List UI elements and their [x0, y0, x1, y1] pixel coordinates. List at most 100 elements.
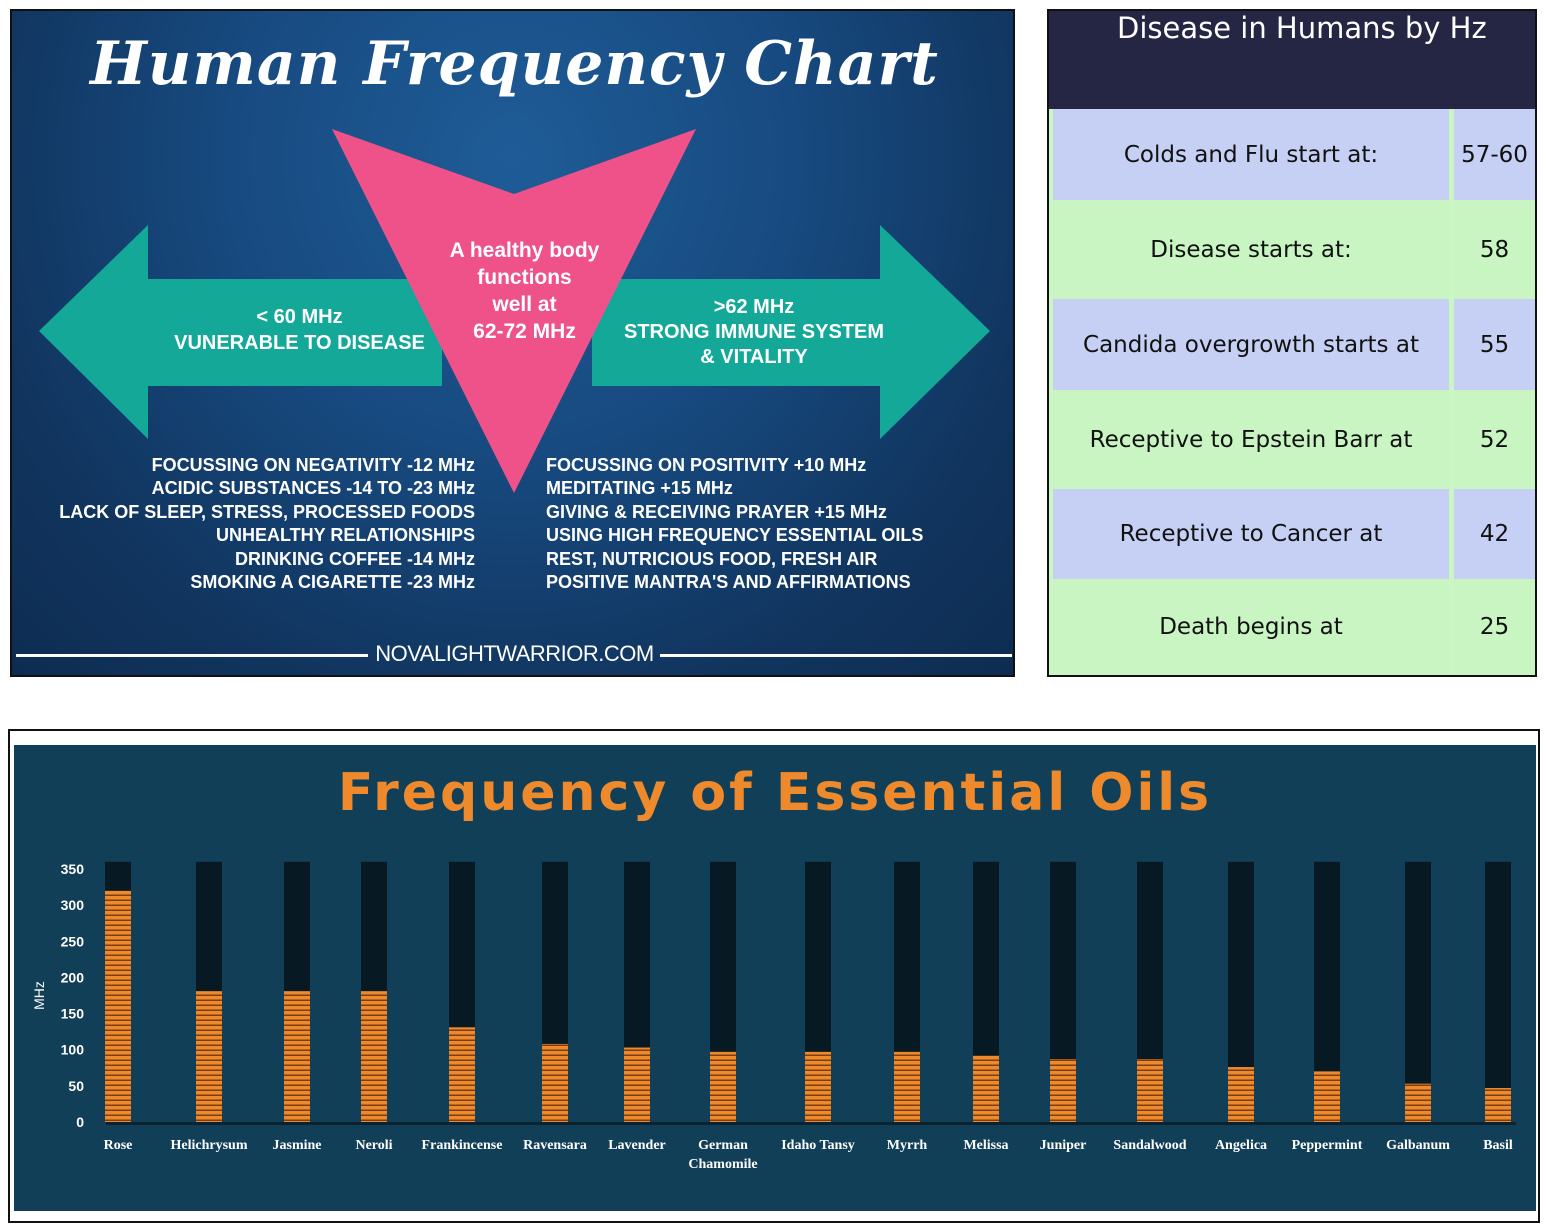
table-row: Death begins at 25 [1053, 579, 1535, 675]
healthy-line-3: well at [492, 293, 557, 316]
y-axis-label: MHz [31, 981, 47, 1010]
negative-item: DRINKING COFFEE -14 MHz [234, 548, 475, 569]
row-label: Receptive to Cancer at [1053, 489, 1449, 579]
strong-line-2: STRONG IMMUNE SYSTEM [623, 321, 884, 343]
negative-item: LACK OF SLEEP, STRESS, PROCESSED FOODS [59, 501, 475, 522]
essential-oils-title: Frequency of Essential Oils [337, 763, 1213, 823]
category-label: Basil [1483, 1138, 1513, 1153]
vulnerable-line-1: < 60 MHz [256, 306, 343, 328]
disease-table-title: Disease in Humans by Hz [1117, 11, 1487, 45]
row-value: 25 [1454, 579, 1535, 675]
category-label: Sandalwood [1113, 1138, 1186, 1153]
vulnerable-line-2: VUNERABLE TO DISEASE [174, 332, 425, 354]
positive-item: MEDITATING +15 MHz [546, 478, 733, 499]
right-arrow [592, 225, 990, 439]
positive-item: POSITIVE MANTRA'S AND AFFIRMATIONS [546, 572, 911, 593]
bar [710, 1051, 736, 1122]
y-tick-label: 200 [61, 969, 85, 985]
bar [624, 1047, 650, 1122]
bar [973, 1055, 999, 1122]
bar [1137, 1059, 1163, 1122]
website-divider-left [16, 654, 368, 657]
category-label: Melissa [963, 1138, 1008, 1153]
essential-oils-chart-background [14, 745, 1536, 1211]
negative-item: ACIDIC SUBSTANCES -14 TO -23 MHz [151, 478, 475, 499]
healthy-line-2: functions [477, 266, 572, 289]
bar [196, 991, 222, 1122]
positive-item: GIVING & RECEIVING PRAYER +15 MHz [546, 501, 887, 522]
bar [1485, 1088, 1511, 1122]
human-frequency-chart-panel: Human Frequency Chart A healthy body fun… [10, 9, 1015, 677]
row-label: Disease starts at: [1053, 200, 1449, 299]
bar [105, 890, 131, 1122]
table-row: Candida overgrowth starts at 55 [1053, 299, 1535, 390]
category-label: Lavender [608, 1138, 666, 1153]
y-tick-label: 50 [68, 1078, 84, 1094]
category-label: Idaho Tansy [781, 1138, 855, 1153]
table-row: Colds and Flu start at: 57-60 [1053, 109, 1535, 200]
row-label: Colds and Flu start at: [1053, 109, 1449, 200]
positive-item: USING HIGH FREQUENCY ESSENTIAL OILS [546, 525, 924, 546]
bar [1405, 1083, 1431, 1122]
bar-track [1485, 861, 1511, 1122]
bar [1314, 1071, 1340, 1122]
left-arrow [39, 225, 442, 439]
y-tick-label: 0 [76, 1114, 84, 1130]
category-label: Helichrysum [171, 1138, 248, 1153]
human-chart-graphics [39, 129, 990, 493]
bar [894, 1051, 920, 1122]
category-label: Juniper [1040, 1138, 1087, 1153]
row-value: 57-60 [1454, 109, 1535, 200]
bar-track [1405, 861, 1431, 1122]
essential-oils-bar-chart: 0 50 100 150 200 250 300 350 MHz Rose Helichrysum… [31, 861, 1516, 1172]
positive-item: REST, NUTRICIOUS FOOD, FRESH AIR [546, 548, 878, 569]
category-label: German [698, 1138, 748, 1153]
bar [1050, 1059, 1076, 1122]
strong-line-1: >62 MHz [713, 296, 795, 318]
human-chart-title: Human Frequency Chart [90, 29, 939, 99]
category-label: Jasmine [273, 1138, 322, 1153]
row-value: 58 [1454, 200, 1535, 299]
disease-table-panel: Disease in Humans by Hz Colds and Flu st… [1047, 9, 1537, 677]
negative-factors-list: FOCUSSING ON NEGATIVITY -12 MHz ACIDIC S… [59, 454, 475, 594]
positive-factors-list: FOCUSSING ON POSITIVITY +10 MHz MEDITATI… [546, 454, 923, 594]
table-row: Disease starts at: 58 [1053, 200, 1535, 299]
x-axis-baseline [106, 1122, 1516, 1125]
category-label: Ravensara [523, 1138, 587, 1153]
healthy-body-text: A healthy body functions well at 62-72 M… [422, 237, 627, 345]
strong-line-3: & VITALITY [700, 346, 808, 368]
table-row: Receptive to Cancer at 42 [1053, 489, 1535, 579]
bar [284, 991, 310, 1122]
essential-oils-chart-panel: Frequency of Essential Oils 0 50 100 150 200… [8, 729, 1540, 1223]
y-tick-label: 350 [61, 861, 85, 877]
table-row: Receptive to Epstein Barr at 52 [1053, 390, 1535, 489]
website-credit: NOVALIGHTWARRIOR.COM [375, 641, 654, 666]
row-label: Death begins at [1053, 579, 1449, 675]
bar [449, 1027, 475, 1122]
row-label: Receptive to Epstein Barr at [1053, 390, 1449, 489]
pink-triangle [332, 129, 696, 493]
negative-item: UNHEALTHY RELATIONSHIPS [215, 525, 475, 546]
bar [805, 1051, 831, 1122]
y-tick-label: 150 [61, 1006, 85, 1022]
vulnerable-text: < 60 MHz VUNERABLE TO DISEASE [152, 304, 447, 356]
bar [1228, 1067, 1254, 1122]
website-divider-right [660, 654, 1012, 657]
bar [361, 991, 387, 1122]
row-label: Candida overgrowth starts at [1053, 299, 1449, 390]
category-label: Frankincense [422, 1138, 503, 1153]
disease-table-header: Disease in Humans by Hz [1049, 11, 1535, 109]
row-value: 42 [1454, 489, 1535, 579]
category-label: Chamomile [688, 1157, 757, 1172]
row-value: 52 [1454, 390, 1535, 489]
row-value: 55 [1454, 299, 1535, 390]
positive-item: FOCUSSING ON POSITIVITY +10 MHz [546, 455, 867, 475]
category-label: Myrrh [887, 1138, 928, 1153]
category-label: Rose [104, 1138, 133, 1153]
y-tick-label: 300 [61, 897, 85, 913]
healthy-line-1: A healthy body [449, 239, 600, 262]
category-label: Galbanum [1386, 1138, 1450, 1153]
category-label: Angelica [1215, 1138, 1267, 1153]
negative-item: SMOKING A CIGARETTE -23 MHz [190, 572, 475, 593]
category-label: Peppermint [1292, 1138, 1363, 1153]
